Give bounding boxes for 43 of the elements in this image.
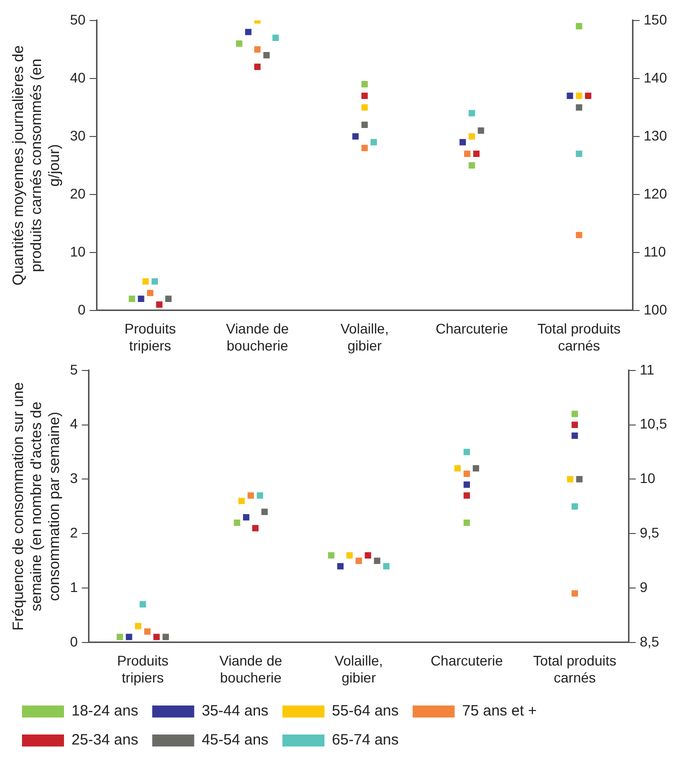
y2-tick-label: 150 — [644, 11, 668, 28]
y2-tick-label: 100 — [644, 301, 668, 318]
x-tick-label: Volaille, gibier — [334, 652, 383, 686]
x-tick-label: Produits tripiers — [124, 320, 176, 354]
y-axis-title: Fréquence de consommation sur une semaine (en nombre d'actes de consommation par semaine) — [10, 382, 64, 631]
y-tick-label: 0 — [70, 633, 78, 650]
x-tick-label: Total produits carnés — [537, 320, 621, 354]
legend-label: 55-64 ans — [332, 702, 399, 720]
y-tick-label: 3 — [70, 470, 78, 486]
y-tick-label: 2 — [70, 524, 78, 540]
x-tick-label: Volaille, gibier — [340, 320, 389, 354]
y-axis-title: Quantités moyennes journalières de produits carnés consommés (en g/jour) — [10, 45, 64, 286]
y-tick-label: 30 — [70, 127, 86, 144]
y2-tick-label: 120 — [644, 185, 668, 202]
legend-label: 18-24 ans — [72, 702, 138, 720]
x-tick-label: Viande de boucherie — [226, 320, 289, 354]
y-tick-label: 50 — [70, 11, 86, 28]
y-tick-label: 10 — [70, 243, 86, 260]
y2-tick-label: 11 — [640, 361, 654, 378]
y-tick-label: 1 — [70, 578, 78, 595]
y2-tick-label: 140 — [644, 69, 668, 86]
y2-tick-label: 10 — [640, 470, 656, 486]
y-tick-label: 40 — [70, 69, 86, 86]
y-tick-label: 0 — [78, 301, 86, 318]
y2-tick-label: 110 — [644, 243, 666, 260]
x-tick-label: Charcuterie — [430, 652, 504, 669]
y-tick-label: 4 — [70, 416, 78, 432]
y-tick-label: 20 — [70, 185, 86, 202]
legend-label: 25-34 ans — [72, 732, 138, 749]
x-tick-label: Viande de boucherie — [219, 652, 282, 686]
legend-label: 75 ans et + — [462, 702, 538, 720]
legend-label: 45-54 ans — [202, 732, 268, 749]
x-tick-label: Total produits carnés — [533, 652, 616, 686]
y2-tick-label: 10,5 — [640, 416, 668, 432]
y2-tick-label: 9 — [640, 578, 648, 595]
y-tick-label: 5 — [70, 361, 78, 378]
y2-tick-label: 130 — [644, 127, 668, 144]
legend-label: 35-44 ans — [202, 702, 268, 720]
y2-tick-label: 8,5 — [640, 633, 660, 650]
x-tick-label: Charcuterie — [436, 320, 508, 337]
x-tick-label: Produits tripiers — [117, 652, 168, 686]
y2-tick-label: 9,5 — [640, 524, 660, 540]
legend-label: 65-74 ans — [332, 732, 399, 749]
